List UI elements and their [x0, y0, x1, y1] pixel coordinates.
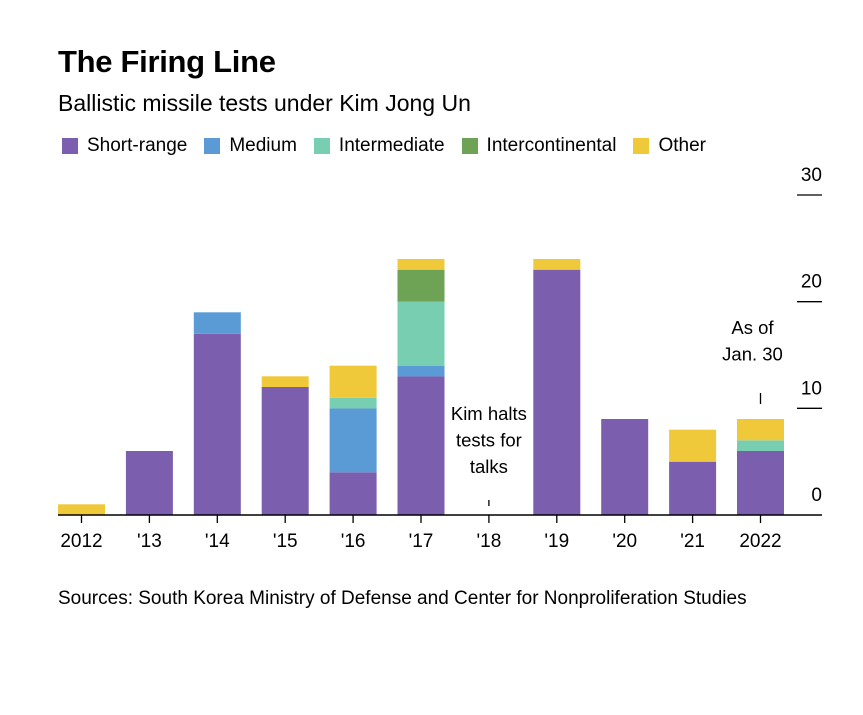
annotation-background: [444, 401, 533, 481]
legend-label: Other: [658, 135, 706, 156]
legend-item-short-range: Short-range: [62, 135, 187, 157]
legend-item-intermediate: Intermediate: [313, 135, 445, 157]
legend: Short-range Medium Intermediate Intercon…: [62, 135, 723, 157]
annotation-text: As of: [731, 317, 774, 338]
bar-segment-short-range: [397, 376, 445, 515]
legend-swatch-medium: [204, 138, 221, 154]
x-tick-label: '20: [612, 531, 637, 552]
legend-swatch-intercontinental: [461, 138, 478, 154]
legend-swatch-intermediate: [313, 138, 330, 154]
x-tick-label: '17: [409, 531, 434, 552]
bar-segment-other: [397, 259, 445, 270]
bar-segment-short-range: [329, 472, 377, 515]
bar-segment-other: [533, 259, 581, 270]
x-tick-label: '15: [273, 531, 298, 552]
legend-item-intercontinental: Intercontinental: [461, 135, 617, 157]
bar-segment-short-range: [533, 269, 581, 515]
bar-segment-other: [737, 419, 784, 441]
x-tick-label: '16: [341, 531, 366, 552]
bars-group: [58, 259, 784, 515]
x-tick-label: '19: [544, 531, 569, 552]
x-tick-label: '18: [477, 531, 502, 552]
bar-segment-intermediate: [737, 440, 784, 451]
legend-swatch-other: [633, 138, 650, 154]
chart-subtitle: Ballistic missile tests under Kim Jong U…: [58, 90, 471, 116]
annotation: As of Jan. 30: [722, 317, 783, 404]
sources-note: Sources: South Korea Ministry of Defense…: [58, 588, 747, 609]
y-tick-label: 30: [801, 165, 822, 186]
y-tick-label: 20: [801, 272, 822, 293]
x-tick-label: '13: [137, 531, 162, 552]
axes-group: 2012 '13 '14 '15 '16 '17 '18 '19 '20 '21 2022 0 10 20…: [58, 165, 822, 552]
bar-segment-other: [669, 429, 717, 462]
y-tick-label: 0: [811, 485, 822, 506]
legend-label: Short-range: [87, 135, 188, 156]
bar-segment-short-range: [601, 419, 649, 515]
annotation-text: tests for: [456, 430, 522, 451]
legend-label: Intercontinental: [486, 135, 617, 156]
legend-item-medium: Medium: [204, 135, 297, 157]
x-tick-label: '21: [680, 531, 705, 552]
bar-segment-intercontinental: [397, 269, 445, 302]
bar-segment-other: [329, 365, 377, 398]
legend-item-other: Other: [633, 135, 706, 157]
annotation: Kim halts tests for talks: [444, 401, 533, 506]
annotation-text: Kim halts: [451, 403, 527, 424]
x-tick-label: '14: [205, 531, 230, 552]
bar-segment-short-range: [669, 461, 717, 515]
bar-segment-short-range: [261, 387, 309, 515]
chart-title: The Firing Line: [58, 44, 276, 79]
bar-segment-intermediate: [329, 397, 377, 409]
annotation-text: Jan. 30: [722, 344, 783, 365]
x-tick-label: 2022: [739, 531, 781, 552]
y-tick-label: 10: [801, 378, 822, 399]
annotation-text: talks: [470, 456, 508, 477]
bar-segment-short-range: [737, 451, 784, 515]
legend-label: Medium: [229, 135, 297, 156]
bar-segment-medium: [193, 312, 241, 334]
bar-segment-intermediate: [397, 301, 445, 366]
x-tick-label: 2012: [60, 531, 102, 552]
bar-segment-medium: [329, 408, 377, 473]
annotations-group: Kim halts tests for talks As of Jan. 30: [444, 317, 783, 506]
legend-swatch-short-range: [62, 138, 78, 154]
bar-segment-short-range: [125, 451, 173, 515]
bar-segment-other: [58, 504, 105, 515]
legend-label: Intermediate: [338, 135, 445, 156]
bar-segment-short-range: [193, 333, 241, 515]
bar-segment-medium: [397, 365, 445, 377]
bar-segment-other: [261, 376, 309, 387]
